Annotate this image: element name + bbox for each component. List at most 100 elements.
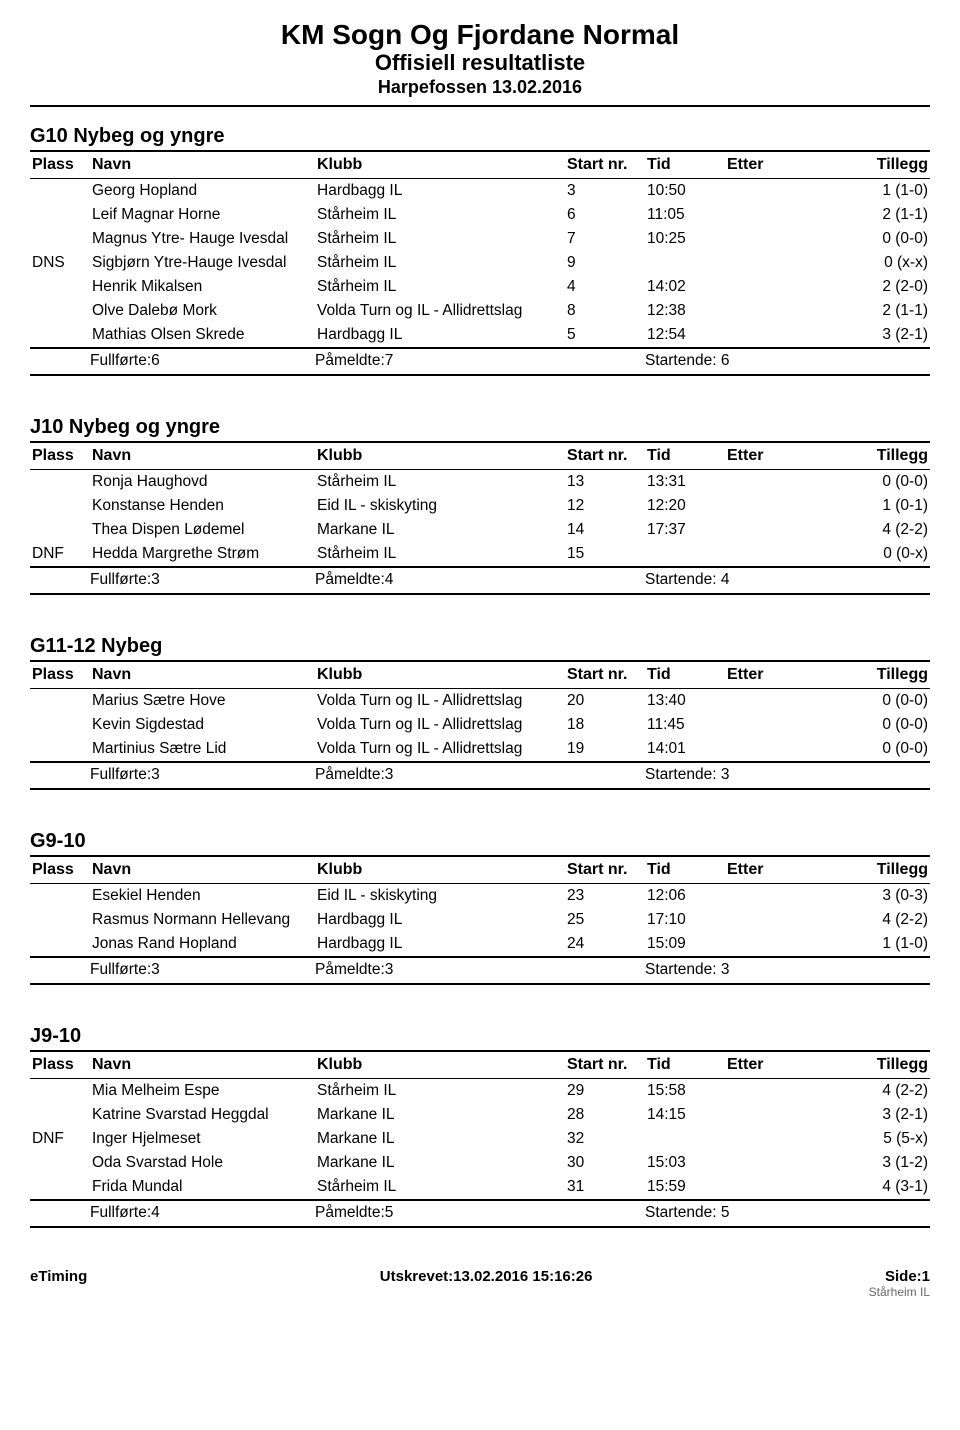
- summary-fullforte: Fullførte:3: [90, 961, 315, 979]
- cell-etter: [725, 323, 785, 348]
- cell-tillegg: 5 (5-x): [785, 1127, 930, 1151]
- footer-right: Side:1: [885, 1268, 930, 1285]
- cell-navn: Mathias Olsen Skrede: [90, 323, 315, 348]
- page-footer: eTiming Utskrevet:13.02.2016 15:16:26 Si…: [30, 1268, 930, 1285]
- cell-plass: [30, 883, 90, 908]
- cell-start: 31: [565, 1175, 645, 1200]
- cell-klubb: Hardbagg IL: [315, 908, 565, 932]
- cell-klubb: Volda Turn og IL - Allidrettslag: [315, 737, 565, 762]
- summary-startende: Startende: 3: [645, 766, 928, 784]
- col-header-etter: Etter: [725, 856, 785, 884]
- section-summary: Fullførte:3Påmeldte:3Startende: 3: [30, 763, 930, 790]
- cell-start: 14: [565, 518, 645, 542]
- cell-plass: DNF: [30, 1127, 90, 1151]
- cell-start: 3: [565, 178, 645, 203]
- col-header-tillegg: Tillegg: [785, 1051, 930, 1079]
- col-header-etter: Etter: [725, 1051, 785, 1079]
- cell-etter: [725, 227, 785, 251]
- cell-tid: [645, 1127, 725, 1151]
- col-header-start: Start nr.: [565, 442, 645, 470]
- cell-tid: 12:54: [645, 323, 725, 348]
- table-row: Konstanse HendenEid IL - skiskyting1212:…: [30, 494, 930, 518]
- cell-plass: [30, 518, 90, 542]
- cell-tid: 10:50: [645, 178, 725, 203]
- col-header-tid: Tid: [645, 442, 725, 470]
- cell-navn: Olve Dalebø Mork: [90, 299, 315, 323]
- result-section: J9-10PlassNavnKlubbStart nr.TidEtterTill…: [30, 1025, 930, 1228]
- footer-left: eTiming: [30, 1268, 87, 1285]
- cell-klubb: Stårheim IL: [315, 1078, 565, 1103]
- summary-pameldte: Påmeldte:7: [315, 352, 645, 370]
- cell-etter: [725, 1175, 785, 1200]
- col-header-start: Start nr.: [565, 856, 645, 884]
- cell-tid: 14:01: [645, 737, 725, 762]
- cell-navn: Magnus Ytre- Hauge Ivesdal: [90, 227, 315, 251]
- cell-plass: [30, 713, 90, 737]
- cell-tillegg: 0 (0-x): [785, 542, 930, 567]
- section-summary: Fullførte:3Påmeldte:4Startende: 4: [30, 568, 930, 595]
- cell-tid: 15:03: [645, 1151, 725, 1175]
- summary-pameldte: Påmeldte:4: [315, 571, 645, 589]
- cell-etter: [725, 883, 785, 908]
- cell-start: 15: [565, 542, 645, 567]
- cell-plass: [30, 299, 90, 323]
- result-section: J10 Nybeg og yngrePlassNavnKlubbStart nr…: [30, 416, 930, 595]
- cell-plass: [30, 908, 90, 932]
- result-section: G11-12 NybegPlassNavnKlubbStart nr.TidEt…: [30, 635, 930, 790]
- section-title: G9-10: [30, 830, 930, 853]
- cell-etter: [725, 1151, 785, 1175]
- cell-navn: Sigbjørn Ytre-Hauge Ivesdal: [90, 251, 315, 275]
- section-title: J10 Nybeg og yngre: [30, 416, 930, 439]
- cell-start: 23: [565, 883, 645, 908]
- cell-navn: Kevin Sigdestad: [90, 713, 315, 737]
- summary-pameldte: Påmeldte:3: [315, 766, 645, 784]
- cell-klubb: Markane IL: [315, 518, 565, 542]
- cell-start: 25: [565, 908, 645, 932]
- section-title: G11-12 Nybeg: [30, 635, 930, 658]
- cell-start: 30: [565, 1151, 645, 1175]
- cell-klubb: Stårheim IL: [315, 203, 565, 227]
- cell-start: 19: [565, 737, 645, 762]
- result-table: PlassNavnKlubbStart nr.TidEtterTilleggMi…: [30, 1050, 930, 1201]
- cell-start: 13: [565, 469, 645, 494]
- cell-etter: [725, 178, 785, 203]
- table-row: Esekiel HendenEid IL - skiskyting2312:06…: [30, 883, 930, 908]
- col-header-plass: Plass: [30, 661, 90, 689]
- result-section: G9-10PlassNavnKlubbStart nr.TidEtterTill…: [30, 830, 930, 985]
- table-row: DNFInger HjelmesetMarkane IL325 (5-x): [30, 1127, 930, 1151]
- section-title: G10 Nybeg og yngre: [30, 125, 930, 148]
- results-container: G10 Nybeg og yngre PlassNavnKlubbStart nr…: [30, 125, 930, 1228]
- page-title: KM Sogn Og Fjordane Normal: [30, 20, 930, 51]
- table-row: Oda Svarstad HoleMarkane IL3015:033 (1-2…: [30, 1151, 930, 1175]
- cell-tid: [645, 542, 725, 567]
- cell-etter: [725, 737, 785, 762]
- cell-plass: DNF: [30, 542, 90, 567]
- page-subtitle: Offisiell resultatliste: [30, 51, 930, 75]
- col-header-navn: Navn: [90, 1051, 315, 1079]
- cell-klubb: Volda Turn og IL - Allidrettslag: [315, 688, 565, 713]
- cell-etter: [725, 299, 785, 323]
- cell-plass: DNS: [30, 251, 90, 275]
- table-row: Rasmus Normann HellevangHardbagg IL2517:…: [30, 908, 930, 932]
- cell-etter: [725, 1103, 785, 1127]
- col-header-navn: Navn: [90, 442, 315, 470]
- col-header-etter: Etter: [725, 661, 785, 689]
- cell-klubb: Eid IL - skiskyting: [315, 883, 565, 908]
- cell-tillegg: 0 (0-0): [785, 469, 930, 494]
- cell-klubb: Eid IL - skiskyting: [315, 494, 565, 518]
- cell-tillegg: 1 (1-0): [785, 932, 930, 957]
- col-header-etter: Etter: [725, 151, 785, 179]
- col-header-tillegg: Tillegg: [785, 661, 930, 689]
- col-header-navn: Navn: [90, 856, 315, 884]
- table-row: Magnus Ytre- Hauge IvesdalStårheim IL710…: [30, 227, 930, 251]
- cell-klubb: Hardbagg IL: [315, 323, 565, 348]
- cell-start: 32: [565, 1127, 645, 1151]
- cell-plass: [30, 469, 90, 494]
- table-row: Leif Magnar HorneStårheim IL611:052 (1-1…: [30, 203, 930, 227]
- cell-klubb: Volda Turn og IL - Allidrettslag: [315, 299, 565, 323]
- footer-sub: Stårheim IL: [30, 1285, 930, 1299]
- col-header-plass: Plass: [30, 856, 90, 884]
- col-header-etter: Etter: [725, 442, 785, 470]
- summary-startende: Startende: 3: [645, 961, 928, 979]
- cell-plass: [30, 1151, 90, 1175]
